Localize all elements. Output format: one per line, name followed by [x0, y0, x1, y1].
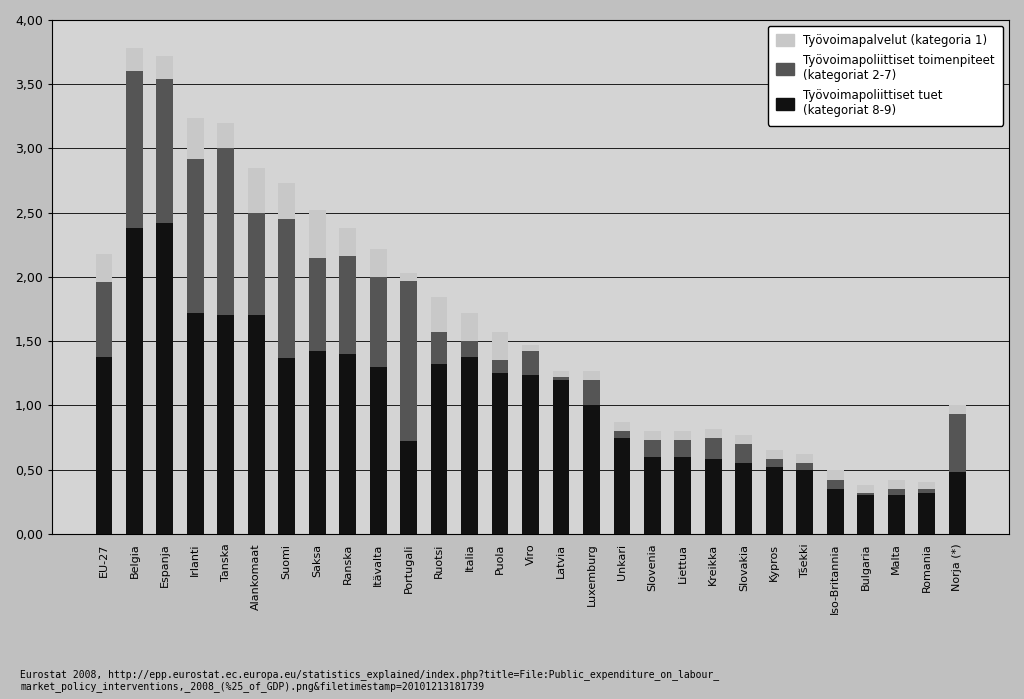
Bar	[95, 282, 113, 356]
Bar	[370, 277, 386, 367]
Bar	[522, 375, 539, 534]
Bar	[370, 249, 386, 277]
Bar	[797, 470, 813, 534]
Bar	[217, 148, 234, 315]
Bar	[553, 370, 569, 377]
Bar	[431, 364, 447, 534]
Bar	[583, 380, 600, 405]
Bar	[217, 123, 234, 148]
Bar	[949, 473, 966, 534]
Bar	[126, 48, 142, 71]
Bar	[217, 315, 234, 534]
Bar	[431, 298, 447, 332]
Bar	[826, 470, 844, 480]
Bar	[339, 228, 356, 257]
Bar	[157, 223, 173, 534]
Bar	[644, 431, 660, 440]
Bar	[522, 345, 539, 352]
Bar	[553, 377, 569, 380]
Bar	[735, 444, 753, 463]
Bar	[157, 79, 173, 223]
Bar	[583, 370, 600, 380]
Bar	[187, 313, 204, 534]
Bar	[675, 440, 691, 456]
Bar	[949, 415, 966, 473]
Bar	[339, 354, 356, 534]
Bar	[888, 489, 904, 496]
Bar	[461, 356, 478, 534]
Bar	[797, 454, 813, 463]
Legend: Työvoimapalvelut (kategoria 1), Työvoimapoliittiset toimenpiteet
(kategoriat 2-7: Työvoimapalvelut (kategoria 1), Työvoima…	[768, 26, 1004, 126]
Bar	[766, 450, 782, 459]
Bar	[431, 332, 447, 364]
Bar	[248, 315, 264, 534]
Bar	[400, 441, 417, 534]
Bar	[919, 493, 935, 534]
Bar	[888, 496, 904, 534]
Bar	[279, 219, 295, 358]
Bar	[522, 352, 539, 375]
Bar	[826, 480, 844, 489]
Bar	[857, 485, 874, 493]
Bar	[613, 422, 631, 431]
Bar	[613, 431, 631, 438]
Bar	[949, 405, 966, 415]
Bar	[644, 456, 660, 534]
Bar	[857, 496, 874, 534]
Bar	[705, 438, 722, 459]
Bar	[461, 313, 478, 341]
Bar	[735, 463, 753, 534]
Bar	[705, 428, 722, 438]
Bar	[370, 367, 386, 534]
Bar	[553, 380, 569, 534]
Bar	[919, 489, 935, 493]
Bar	[919, 482, 935, 489]
Bar	[279, 183, 295, 219]
Bar	[187, 159, 204, 313]
Bar	[492, 332, 509, 361]
Bar	[797, 463, 813, 470]
Bar	[705, 459, 722, 534]
Bar	[583, 405, 600, 534]
Bar	[735, 435, 753, 444]
Bar	[339, 257, 356, 354]
Bar	[95, 356, 113, 534]
Bar	[766, 467, 782, 534]
Bar	[766, 459, 782, 467]
Bar	[400, 281, 417, 441]
Bar	[187, 117, 204, 159]
Bar	[492, 373, 509, 534]
Bar	[248, 168, 264, 212]
Bar	[613, 438, 631, 534]
Bar	[675, 456, 691, 534]
Bar	[157, 56, 173, 79]
Bar	[492, 361, 509, 373]
Bar	[826, 489, 844, 534]
Bar	[461, 341, 478, 356]
Bar	[675, 431, 691, 440]
Bar	[857, 493, 874, 496]
Bar	[644, 440, 660, 456]
Bar	[126, 71, 142, 228]
Text: Eurostat 2008, http://epp.eurostat.ec.europa.eu/statistics_explained/index.php?t: Eurostat 2008, http://epp.eurostat.ec.eu…	[20, 669, 720, 692]
Bar	[309, 258, 326, 352]
Bar	[888, 480, 904, 489]
Bar	[248, 212, 264, 315]
Bar	[95, 254, 113, 282]
Bar	[126, 228, 142, 534]
Bar	[279, 358, 295, 534]
Bar	[309, 210, 326, 258]
Bar	[400, 273, 417, 281]
Bar	[309, 352, 326, 534]
